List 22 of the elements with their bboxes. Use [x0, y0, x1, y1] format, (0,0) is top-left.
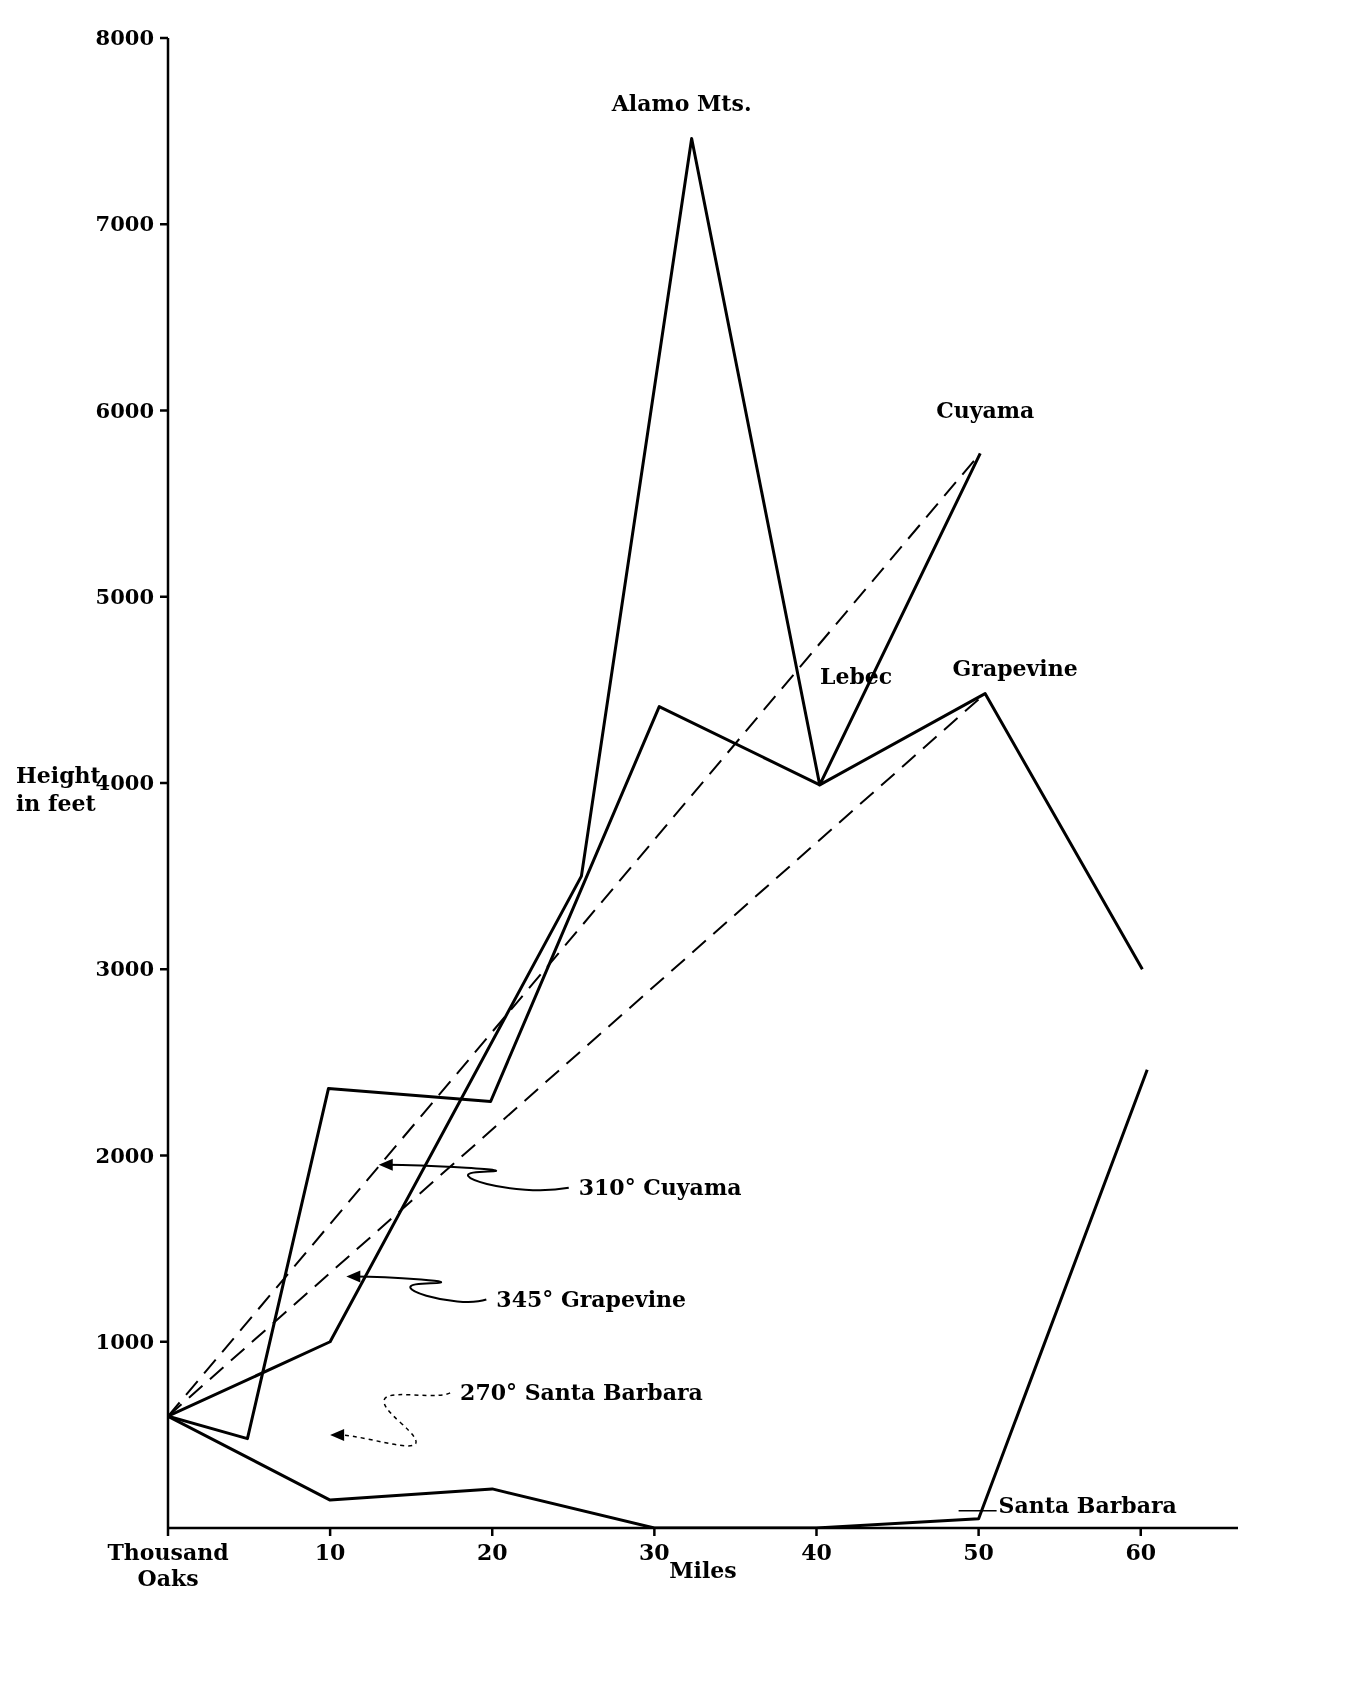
annotation: Cuyama	[936, 397, 1035, 424]
y-tick-label: 7000	[95, 211, 154, 237]
x-tick-label: 40	[801, 1539, 832, 1565]
y-tick-label: 8000	[95, 25, 154, 50]
annotation: Santa Barbara	[998, 1491, 1177, 1518]
y-tick-label: 2000	[95, 1142, 154, 1168]
y-tick-label: 1000	[95, 1328, 154, 1354]
x-tick-label: 20	[476, 1539, 508, 1565]
annotation: 345° Grapevine	[496, 1285, 687, 1312]
x-tick-label: Thousand Oaks	[107, 1539, 229, 1591]
y-tick-label: 3000	[95, 956, 154, 982]
annotation: 270° Santa Barbara	[460, 1378, 703, 1405]
x-tick-label: 10	[314, 1539, 346, 1565]
x-tick-label: 60	[1125, 1539, 1157, 1565]
x-tick-label: 30	[639, 1539, 670, 1565]
y-tick-label: 5000	[95, 583, 154, 609]
annotation: Grapevine	[952, 654, 1078, 681]
x-axis-title: Miles	[669, 1557, 737, 1583]
y-tick-label: 6000	[95, 397, 154, 423]
annotation: Alamo Mts.	[610, 89, 752, 116]
x-tick-label: 50	[963, 1539, 994, 1565]
annotation: 310° Cuyama	[578, 1173, 742, 1200]
